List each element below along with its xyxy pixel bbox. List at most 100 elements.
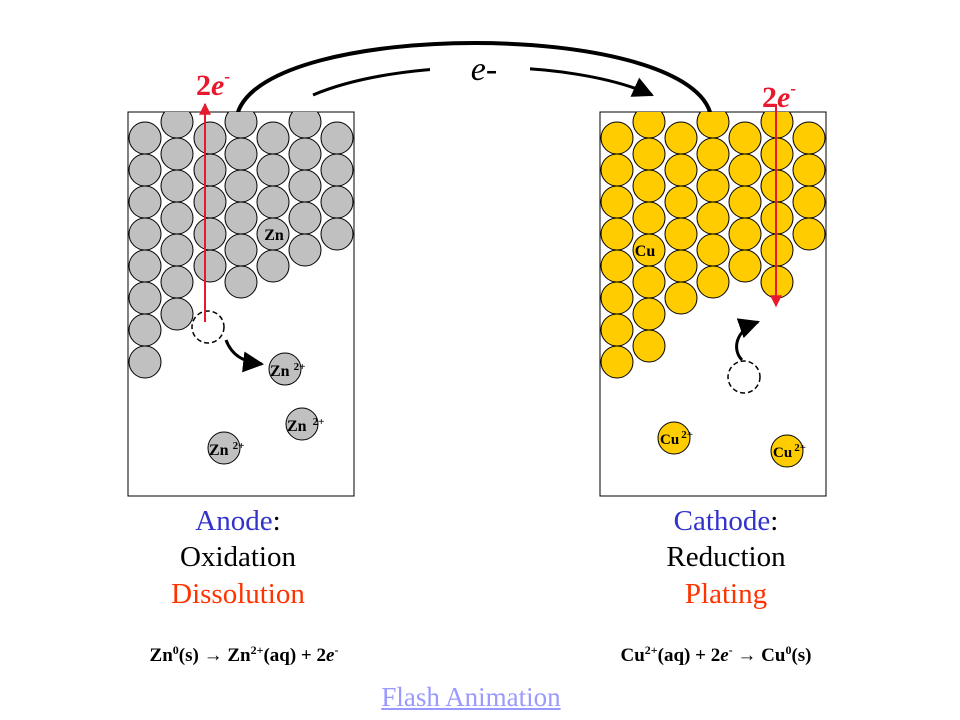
anode-role: Anode: [195, 505, 273, 537]
cathode-eq-sup: 2+: [644, 643, 658, 657]
zinc-atom: [128, 313, 162, 347]
cathode-eq-sup: 0: [785, 643, 792, 657]
cathode-eq-sup: -: [728, 643, 733, 657]
anode-eq-electron: e: [326, 645, 335, 666]
zinc-atom: [320, 185, 354, 219]
anode-ion: [268, 352, 302, 386]
zinc-atom: [128, 121, 162, 155]
cathode-electron-label: 2e-: [762, 80, 796, 113]
copper-atom: [632, 201, 666, 235]
copper-atom: [664, 249, 698, 283]
cathode-eq-part: Cu: [756, 645, 786, 666]
zinc-atom: [256, 153, 290, 187]
copper-atom: [696, 201, 730, 235]
zinc-atom: [320, 153, 354, 187]
zinc-atom: [288, 137, 322, 171]
electron-flow-label-base: e: [471, 51, 486, 88]
zinc-atom: [320, 121, 354, 155]
zinc-atom: [224, 137, 258, 171]
zinc-atom: [256, 121, 290, 155]
copper-atom: [696, 265, 730, 299]
cathode-eq-part: (s): [791, 645, 812, 666]
electron-flow-label-sup: -: [486, 51, 497, 88]
cathode-atom-label: Cu: [635, 243, 656, 260]
copper-atom: [696, 233, 730, 267]
cathode-vacancy: [727, 360, 761, 394]
copper-atom: [664, 217, 698, 251]
zinc-atom: [288, 112, 322, 139]
anode-colon: :: [272, 505, 281, 537]
copper-atom-lattice: [600, 112, 826, 379]
anode-ion: [207, 431, 241, 465]
copper-atom: [632, 329, 666, 363]
copper-atom: [632, 297, 666, 331]
copper-atom: [600, 185, 634, 219]
anode-eq-sup: 0: [172, 643, 179, 657]
copper-atom: [632, 169, 666, 203]
zinc-atom: [128, 281, 162, 315]
zinc-atom: [224, 233, 258, 267]
zinc-atom: [256, 249, 290, 283]
copper-atom: [600, 249, 634, 283]
anode-role-label: Anode:: [138, 507, 338, 536]
anode-ion-label: Zn 2+: [287, 416, 324, 435]
copper-atom: [728, 217, 762, 251]
copper-atom: [664, 185, 698, 219]
copper-atom: [696, 112, 730, 139]
zinc-atom: [193, 153, 227, 187]
cathode-eq-electron: e: [720, 645, 729, 666]
cathode-colon: :: [770, 505, 779, 537]
flash-animation-link[interactable]: Flash Animation: [381, 682, 561, 712]
anode-process: Oxidation: [180, 541, 296, 573]
anode-eq-part: (aq) + 2: [263, 645, 327, 666]
anode-eq-sup: -: [334, 643, 339, 657]
zinc-atom: [160, 265, 194, 299]
cathode-ion: [657, 421, 691, 455]
cathode-plating-arrow: [735, 318, 760, 362]
copper-atom: [664, 153, 698, 187]
electron-flow-label-mask: [430, 50, 530, 90]
cathode-electron-coef: 2: [762, 81, 777, 114]
anode-eq-arrow: →: [203, 645, 223, 666]
zinc-atom: [128, 249, 162, 283]
zinc-atom: [160, 137, 194, 171]
cathode-eq-part: Cu: [620, 645, 645, 666]
copper-atom: [600, 217, 634, 251]
copper-atom: [664, 121, 698, 155]
cathode-result: Plating: [684, 578, 768, 610]
zinc-atom: [128, 345, 162, 379]
zinc-atom: [224, 169, 258, 203]
anode-vacancy: [191, 310, 225, 344]
zinc-atom: [288, 233, 322, 267]
zinc-atom: [193, 121, 227, 155]
copper-atom: [792, 121, 826, 155]
zinc-atom: [193, 217, 227, 251]
zinc-atom: [128, 217, 162, 251]
anode-eq-sup: 2+: [250, 643, 264, 657]
cathode-equation: Cu2+(aq) + 2e- → Cu0(s): [576, 644, 856, 665]
zinc-atom: [288, 201, 322, 235]
copper-atom: [600, 313, 634, 347]
anode-equation: Zn0(s) → Zn2+(aq) + 2e-: [104, 644, 384, 665]
zinc-atom: [256, 185, 290, 219]
zinc-atom: [160, 169, 194, 203]
copper-atom: [600, 345, 634, 379]
cathode-ion-label: Cu 2+: [660, 429, 693, 448]
external-wire-arc: [236, 41, 712, 113]
copper-atom: [728, 249, 762, 283]
anode-eq-part: (s): [178, 645, 204, 666]
copper-atom: [792, 153, 826, 187]
anode-eq-part: Zn: [222, 645, 251, 666]
zinc-atom: [193, 249, 227, 283]
copper-atom: [632, 265, 666, 299]
cathode-ion: [770, 434, 804, 468]
zinc-atom: [128, 153, 162, 187]
zinc-atom: [160, 233, 194, 267]
copper-atom: [728, 185, 762, 219]
anode-result: Dissolution: [171, 578, 305, 610]
zinc-atom: [224, 265, 258, 299]
electron-flow-label: e-: [471, 51, 497, 88]
zinc-atom: [224, 112, 258, 139]
copper-atom: [632, 112, 666, 139]
